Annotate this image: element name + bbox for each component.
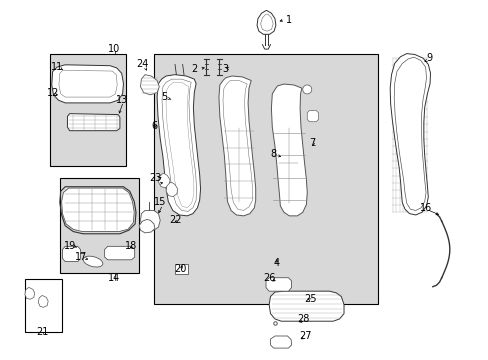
Polygon shape	[166, 182, 177, 197]
Text: 12: 12	[46, 87, 59, 98]
Text: 28: 28	[297, 314, 309, 324]
Polygon shape	[38, 296, 48, 307]
Text: 4: 4	[273, 258, 279, 268]
Text: 7: 7	[309, 138, 315, 148]
Polygon shape	[52, 65, 123, 103]
Text: 27: 27	[298, 331, 311, 341]
Polygon shape	[62, 246, 80, 262]
Text: 18: 18	[125, 241, 138, 251]
Polygon shape	[306, 111, 318, 122]
Text: 16: 16	[419, 203, 431, 213]
Polygon shape	[265, 278, 291, 291]
Text: 9: 9	[425, 53, 431, 63]
Text: 23: 23	[149, 173, 162, 183]
Bar	[154, 54, 377, 304]
Polygon shape	[389, 54, 429, 215]
Text: 15: 15	[154, 197, 166, 207]
Text: 8: 8	[270, 149, 276, 159]
Ellipse shape	[83, 256, 102, 267]
Polygon shape	[140, 211, 160, 230]
Polygon shape	[61, 188, 134, 231]
Text: 17: 17	[75, 252, 87, 262]
Text: 21: 21	[37, 327, 49, 337]
Circle shape	[302, 85, 311, 94]
Text: 14: 14	[108, 273, 121, 283]
Bar	[25, 279, 61, 332]
Polygon shape	[25, 288, 35, 299]
Polygon shape	[67, 114, 120, 131]
Text: 20: 20	[174, 264, 186, 274]
Text: 10: 10	[108, 44, 121, 54]
Polygon shape	[139, 220, 155, 233]
Text: 22: 22	[168, 215, 181, 225]
Text: 5: 5	[161, 92, 167, 102]
Polygon shape	[270, 336, 291, 348]
Bar	[60, 178, 139, 273]
Text: 3: 3	[222, 64, 228, 74]
Text: 24: 24	[136, 59, 148, 69]
Polygon shape	[271, 84, 306, 216]
Polygon shape	[257, 10, 275, 34]
Text: 26: 26	[263, 273, 275, 283]
Polygon shape	[157, 75, 200, 216]
Polygon shape	[158, 173, 170, 188]
Text: 11: 11	[51, 62, 63, 72]
Polygon shape	[268, 291, 344, 321]
Text: 25: 25	[304, 294, 316, 304]
Text: 13: 13	[116, 95, 128, 105]
Polygon shape	[104, 246, 134, 260]
Text: 1: 1	[285, 14, 292, 24]
Text: 6: 6	[151, 121, 157, 131]
Bar	[175, 264, 187, 274]
Bar	[49, 54, 125, 166]
Polygon shape	[219, 76, 255, 216]
Text: 19: 19	[64, 241, 77, 251]
Polygon shape	[140, 75, 159, 95]
Text: 2: 2	[191, 64, 197, 74]
